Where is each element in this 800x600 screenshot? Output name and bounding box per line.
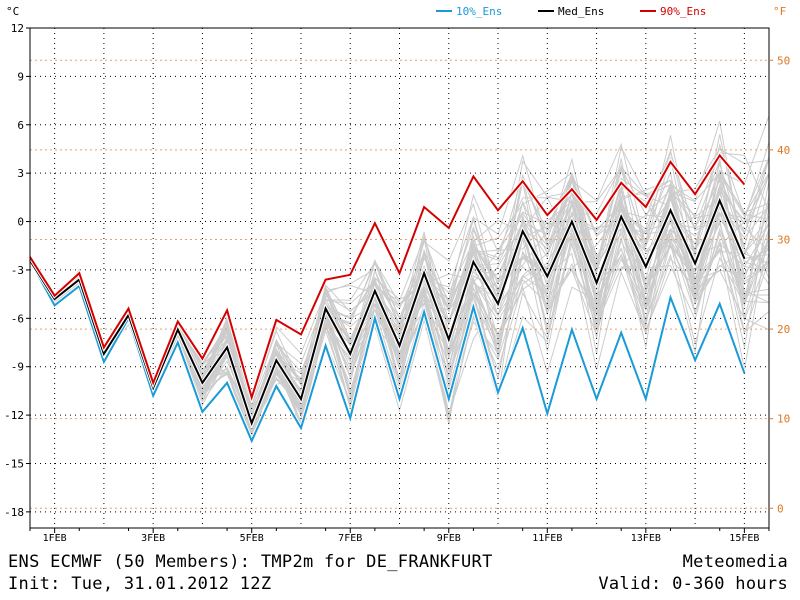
x-tick-label: 13FEB xyxy=(631,533,661,544)
plot-frame xyxy=(29,27,770,529)
legend: 10%_Ens Med_Ens 90%_Ens xyxy=(436,5,706,18)
y-tick-label-right: 40 xyxy=(777,144,790,157)
x-tick-label: 5FEB xyxy=(240,533,264,544)
y-tick-label-right: 30 xyxy=(777,233,790,246)
x-tick-label: 1FEB xyxy=(43,533,67,544)
series-line-90ens xyxy=(29,153,746,401)
x-tick-label: 7FEB xyxy=(338,533,362,544)
y-tick-label-left: 12 xyxy=(11,22,24,35)
x-tick-label: 3FEB xyxy=(141,533,165,544)
y-tick-label-left: -9 xyxy=(11,361,24,374)
series-line-10ens xyxy=(29,259,746,444)
legend-label: Med_Ens xyxy=(558,5,604,18)
legend-label: 90%_Ens xyxy=(660,5,706,18)
y-tick-label-left: -15 xyxy=(4,457,24,470)
y-tick-label-left: -6 xyxy=(11,312,24,325)
footer-init: Init: Tue, 31.01.2012 12Z xyxy=(8,574,272,594)
y-tick-label-left: -18 xyxy=(4,506,24,519)
percentile-series xyxy=(28,152,747,446)
x-tick-label: 11FEB xyxy=(532,533,562,544)
y-tick-label-right: 10 xyxy=(777,413,790,426)
unit-celsius: °C xyxy=(6,5,19,18)
y-tick-label-right: 20 xyxy=(777,323,790,336)
y-tick-label-left: 6 xyxy=(17,119,24,132)
y-tick-label-left: -12 xyxy=(4,409,24,422)
y-tick-label-right: 50 xyxy=(777,54,790,67)
footer-valid: Valid: 0-360 hours xyxy=(598,574,788,594)
footer-brand: Meteomedia xyxy=(682,552,788,572)
y-tick-label-left: 9 xyxy=(17,70,24,83)
y-tick-label-left: 3 xyxy=(17,167,24,180)
y-tick-label-left: -3 xyxy=(11,264,24,277)
unit-fahrenheit: °F xyxy=(773,5,786,18)
x-tick-label: 9FEB xyxy=(437,533,461,544)
y-tick-label-right: 0 xyxy=(777,502,784,515)
footer-title: ENS ECMWF (50 Members): TMP2m for DE_FRA… xyxy=(8,552,493,572)
y-tick-label-left: 0 xyxy=(17,216,24,229)
legend-label: 10%_Ens xyxy=(456,5,502,18)
x-tick-label: 15FEB xyxy=(729,533,759,544)
grid xyxy=(30,27,769,528)
